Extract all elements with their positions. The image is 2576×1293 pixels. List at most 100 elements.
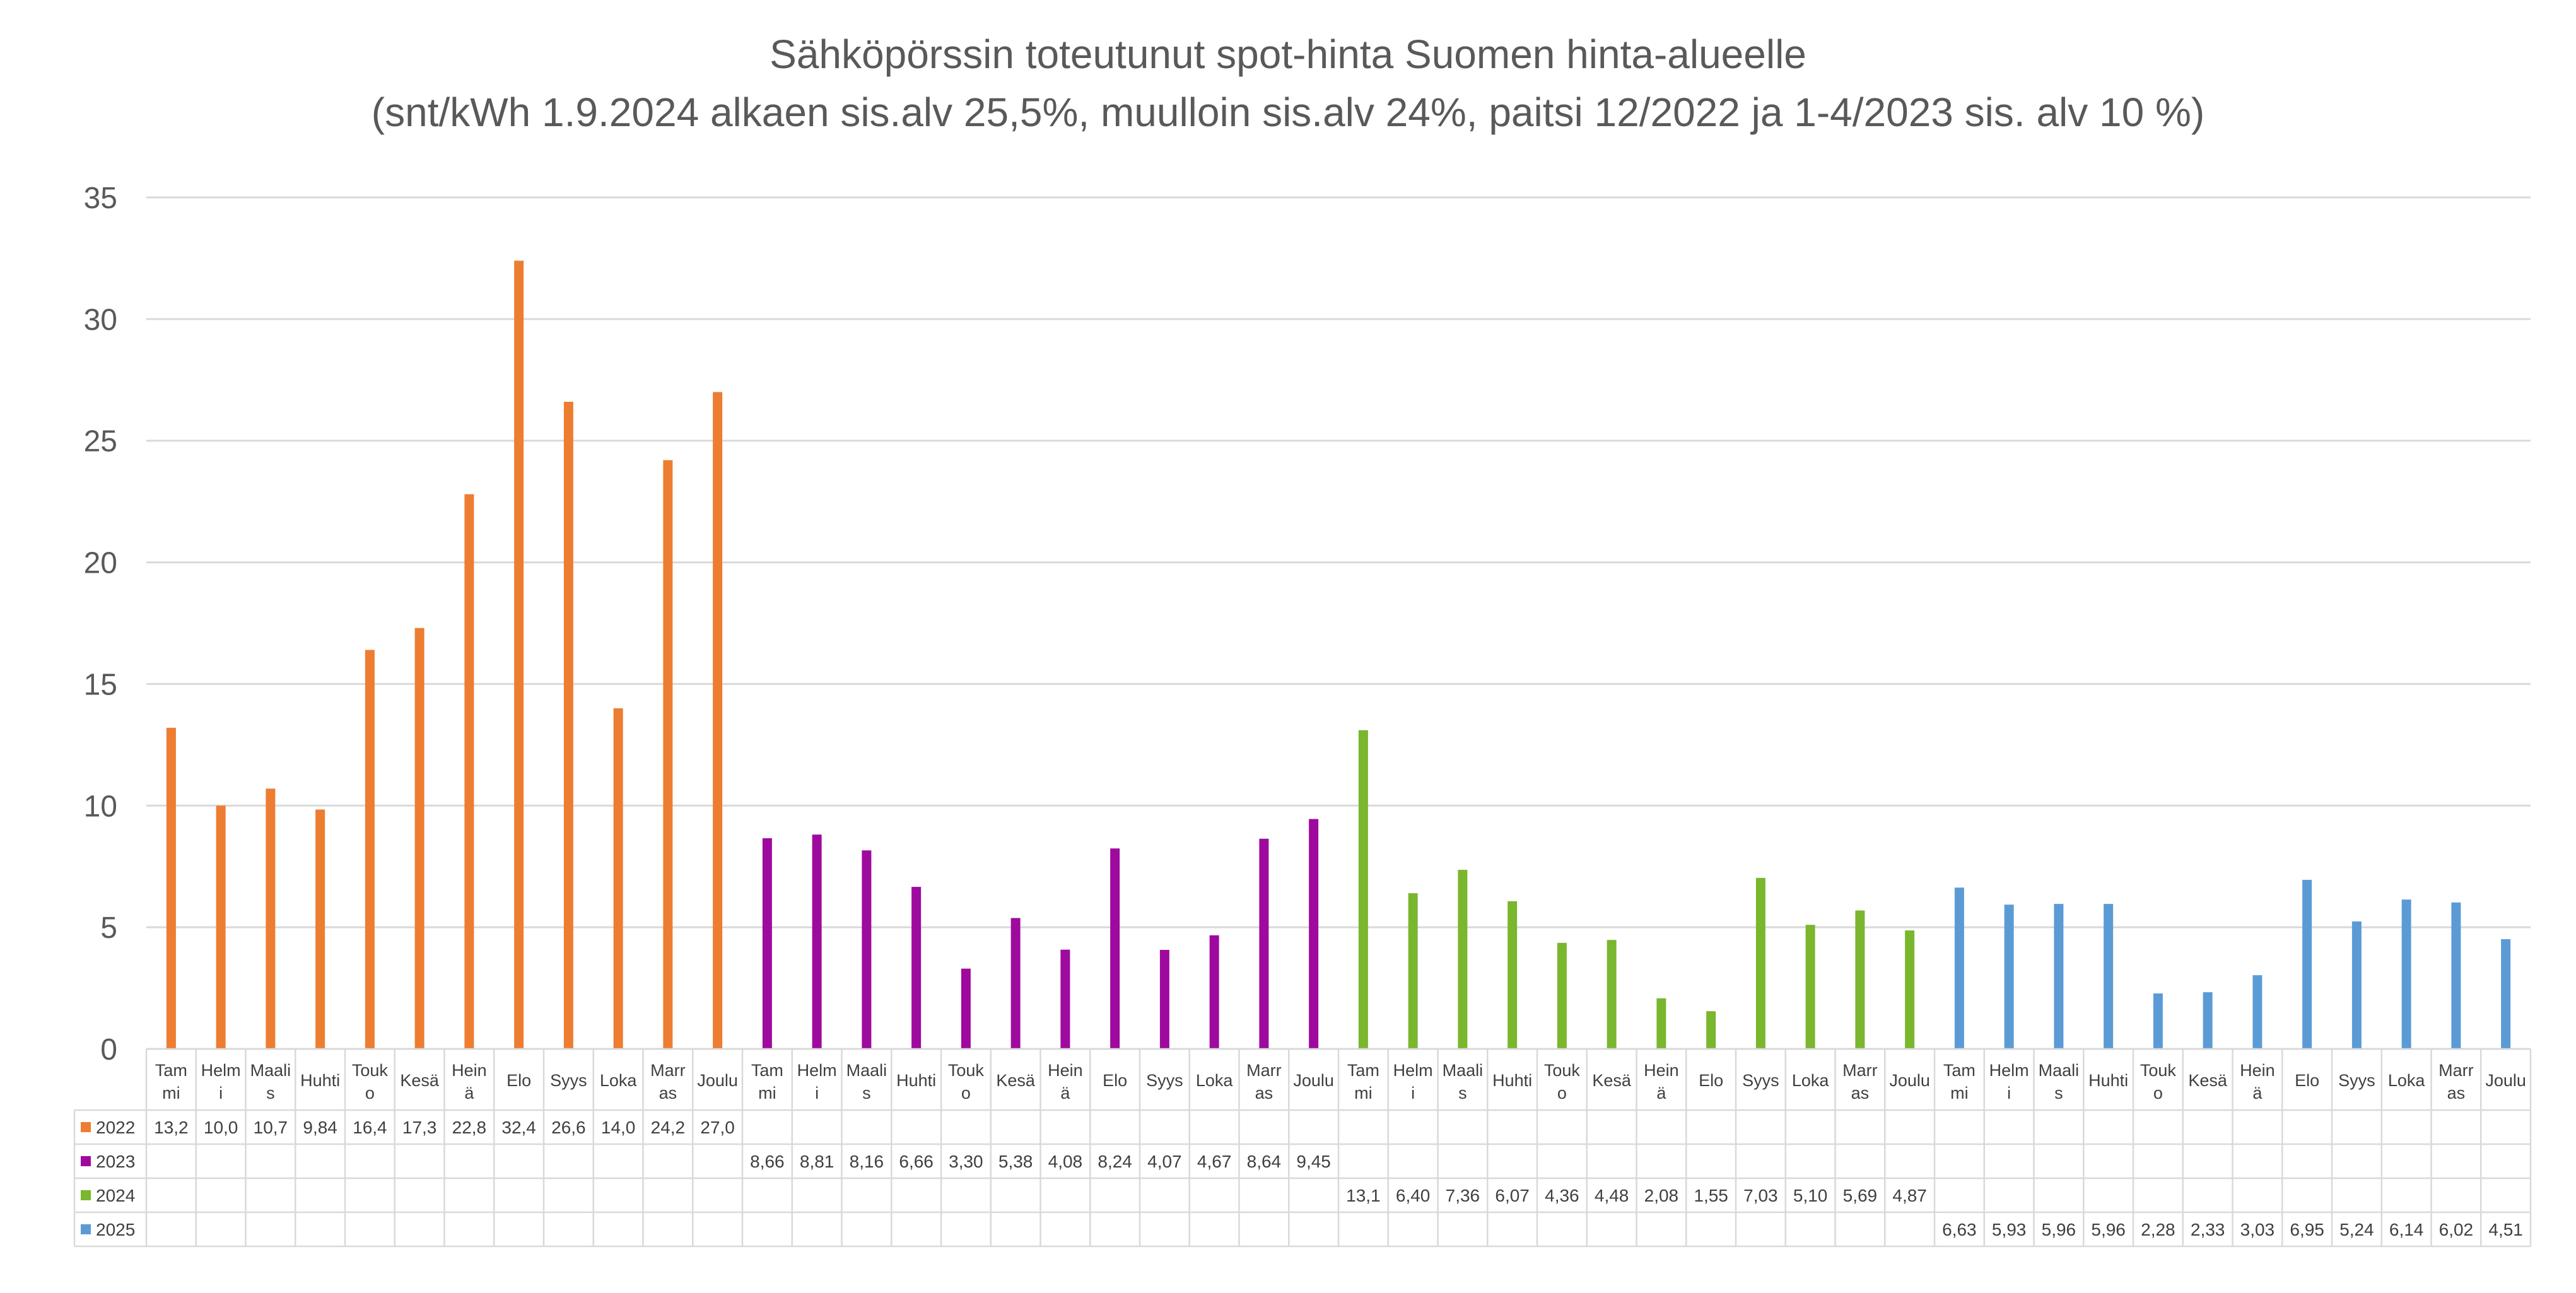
bar-2025-12: [2501, 939, 2511, 1049]
category-label: Syys: [550, 1071, 587, 1090]
category-label: Kesä: [1592, 1071, 1632, 1090]
bar-2025-3: [2054, 904, 2064, 1049]
bar-2025-4: [2104, 904, 2114, 1049]
bar-2024-2: [1408, 893, 1418, 1049]
category-label: Tam mi: [155, 1061, 187, 1103]
category-label: Hein ä: [452, 1061, 487, 1103]
data-label: 2,28: [2141, 1220, 2175, 1239]
bar-2023-9: [1159, 950, 1169, 1049]
bar-2022-4: [315, 809, 325, 1049]
category-label: Helm i: [1393, 1061, 1433, 1103]
bar-2022-1: [166, 727, 176, 1049]
bar-2022-8: [514, 260, 524, 1049]
legend-entry: 2023: [96, 1152, 135, 1171]
data-label: 6,95: [2290, 1220, 2324, 1239]
bar-2023-11: [1259, 838, 1269, 1049]
category-label: Joulu: [697, 1071, 738, 1090]
category-label: Marr as: [650, 1061, 686, 1103]
data-label: 5,38: [998, 1152, 1033, 1171]
data-label: 5,93: [1992, 1220, 2027, 1239]
data-label: 5,24: [2339, 1220, 2374, 1239]
data-label: 4,51: [2488, 1220, 2523, 1239]
data-label: 4,87: [1892, 1186, 1927, 1205]
data-label: 14,0: [601, 1118, 636, 1137]
data-label: 2,33: [2191, 1220, 2225, 1239]
data-label: 5,96: [2091, 1220, 2126, 1239]
category-label: Helm i: [1989, 1061, 2029, 1103]
data-label: 2,08: [1644, 1186, 1679, 1205]
data-label: 9,45: [1296, 1152, 1331, 1171]
bar-2024-12: [1905, 930, 1915, 1049]
y-tick-label: 20: [84, 547, 117, 580]
bar-2025-9: [2351, 921, 2362, 1049]
data-label: 1,55: [1694, 1186, 1728, 1205]
bar-2022-5: [365, 650, 375, 1049]
data-label: 8,81: [800, 1152, 834, 1171]
data-label: 27,0: [700, 1118, 735, 1137]
data-label: 7,36: [1446, 1186, 1480, 1205]
legend-swatch-2023: [81, 1156, 91, 1166]
data-label: 5,69: [1843, 1186, 1878, 1205]
bar-2024-5: [1557, 942, 1567, 1049]
data-label: 8,64: [1247, 1152, 1282, 1171]
data-label: 6,63: [1942, 1220, 1977, 1239]
data-label: 8,24: [1098, 1152, 1132, 1171]
category-label: Hein ä: [1048, 1061, 1083, 1103]
bar-2022-7: [464, 494, 474, 1049]
bar-2023-4: [911, 887, 922, 1049]
legend-entry: 2025: [96, 1220, 135, 1239]
category-label: Marr as: [2438, 1061, 2474, 1103]
data-label: 16,4: [353, 1118, 387, 1137]
category-label: Tam mi: [1347, 1061, 1379, 1103]
category-label: Touk o: [352, 1061, 389, 1103]
data-label: 4,08: [1048, 1152, 1083, 1171]
bar-2023-10: [1209, 935, 1219, 1049]
bar-2022-12: [713, 392, 723, 1049]
bar-2024-6: [1607, 940, 1617, 1049]
category-label: Joulu: [1889, 1071, 1930, 1090]
bar-2024-8: [1706, 1011, 1716, 1049]
bar-2024-3: [1458, 870, 1468, 1049]
category-label: Elo: [1699, 1071, 1723, 1090]
bar-2025-8: [2302, 879, 2312, 1049]
category-label: Huhti: [2088, 1071, 2128, 1090]
legend-swatch-2024: [81, 1190, 91, 1200]
data-label: 6,66: [899, 1152, 934, 1171]
category-label: Loka: [2388, 1071, 2426, 1090]
category-label: Maali s: [2039, 1061, 2080, 1103]
category-label: Hein ä: [1644, 1061, 1679, 1103]
data-label: 5,10: [1793, 1186, 1828, 1205]
bar-2025-10: [2401, 899, 2411, 1049]
category-label: Touk o: [948, 1061, 985, 1103]
chart-title: Sähköpörssin toteutunut spot-hinta Suome…: [770, 32, 1806, 77]
category-label: Loka: [1792, 1071, 1830, 1090]
category-label: Elo: [1103, 1071, 1127, 1090]
bar-2022-10: [613, 708, 623, 1049]
category-label: Tam mi: [751, 1061, 783, 1103]
y-tick-label: 25: [84, 425, 117, 459]
data-label: 4,67: [1197, 1152, 1232, 1171]
data-label: 10,0: [204, 1118, 238, 1137]
legend-entry: 2024: [96, 1186, 135, 1205]
legend-swatch-2022: [81, 1122, 91, 1132]
data-label: 5,96: [2042, 1220, 2076, 1239]
category-label: Touk o: [2140, 1061, 2177, 1103]
data-label: 9,84: [303, 1118, 337, 1137]
category-label: Syys: [1146, 1071, 1183, 1090]
bar-2023-7: [1060, 949, 1070, 1049]
legend-entry: 2022: [96, 1118, 135, 1137]
y-tick-label: 35: [84, 182, 117, 215]
category-label: Elo: [2295, 1071, 2319, 1090]
data-label: 8,66: [750, 1152, 785, 1171]
data-label: 7,03: [1743, 1186, 1778, 1205]
bar-2022-2: [216, 805, 226, 1049]
bar-2022-9: [563, 402, 573, 1049]
bar-2023-12: [1309, 819, 1319, 1049]
bar-2025-5: [2153, 993, 2163, 1049]
category-label: Hein ä: [2240, 1061, 2275, 1103]
data-label: 3,30: [949, 1152, 983, 1171]
category-label: Loka: [600, 1071, 638, 1090]
bar-2023-1: [762, 838, 772, 1049]
